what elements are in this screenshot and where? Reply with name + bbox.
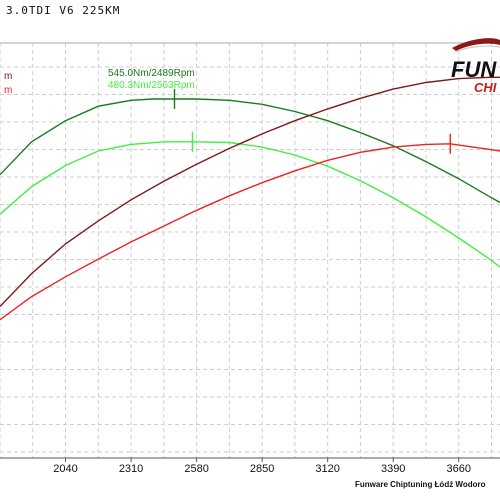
series-line-2	[0, 141, 500, 268]
x-tick-label: 3120	[315, 463, 339, 475]
chart-grid	[0, 42, 500, 459]
peak-label-1: 545.0Nm/2489Rpm	[108, 68, 195, 79]
x-tick-label: 3390	[381, 463, 405, 475]
chart-curves	[0, 76, 500, 321]
brand-logo: FUN CHI	[451, 38, 500, 95]
x-tick-label: 3660	[446, 463, 470, 475]
x-tick-label: 2580	[184, 463, 208, 475]
car-swoosh-icon-light	[454, 45, 500, 53]
x-axis-ticks: 2040 2310 2580 2850 3120 3390 3660	[53, 458, 471, 475]
x-tick-label: 2040	[53, 463, 77, 475]
series-line-4	[0, 143, 500, 321]
logo-text-top: FUN	[451, 57, 497, 82]
car-swoosh-icon	[452, 38, 500, 51]
series-line-3	[0, 76, 500, 307]
series-line-1	[0, 98, 500, 204]
logo-text-bottom: CHI	[474, 80, 497, 95]
chart-title: 3.0TDI V6 225KM	[6, 4, 120, 17]
x-tick-label: 2310	[119, 463, 143, 475]
legend-mark-2: m	[4, 85, 12, 96]
x-tick-label: 2850	[250, 463, 274, 475]
footer-credit: Funware Chiptuning Łódź Wodoro	[355, 480, 486, 489]
peak-label-2: 480.3Nm/2563Rpm	[108, 80, 195, 91]
legend-mark-1: m	[4, 71, 12, 82]
